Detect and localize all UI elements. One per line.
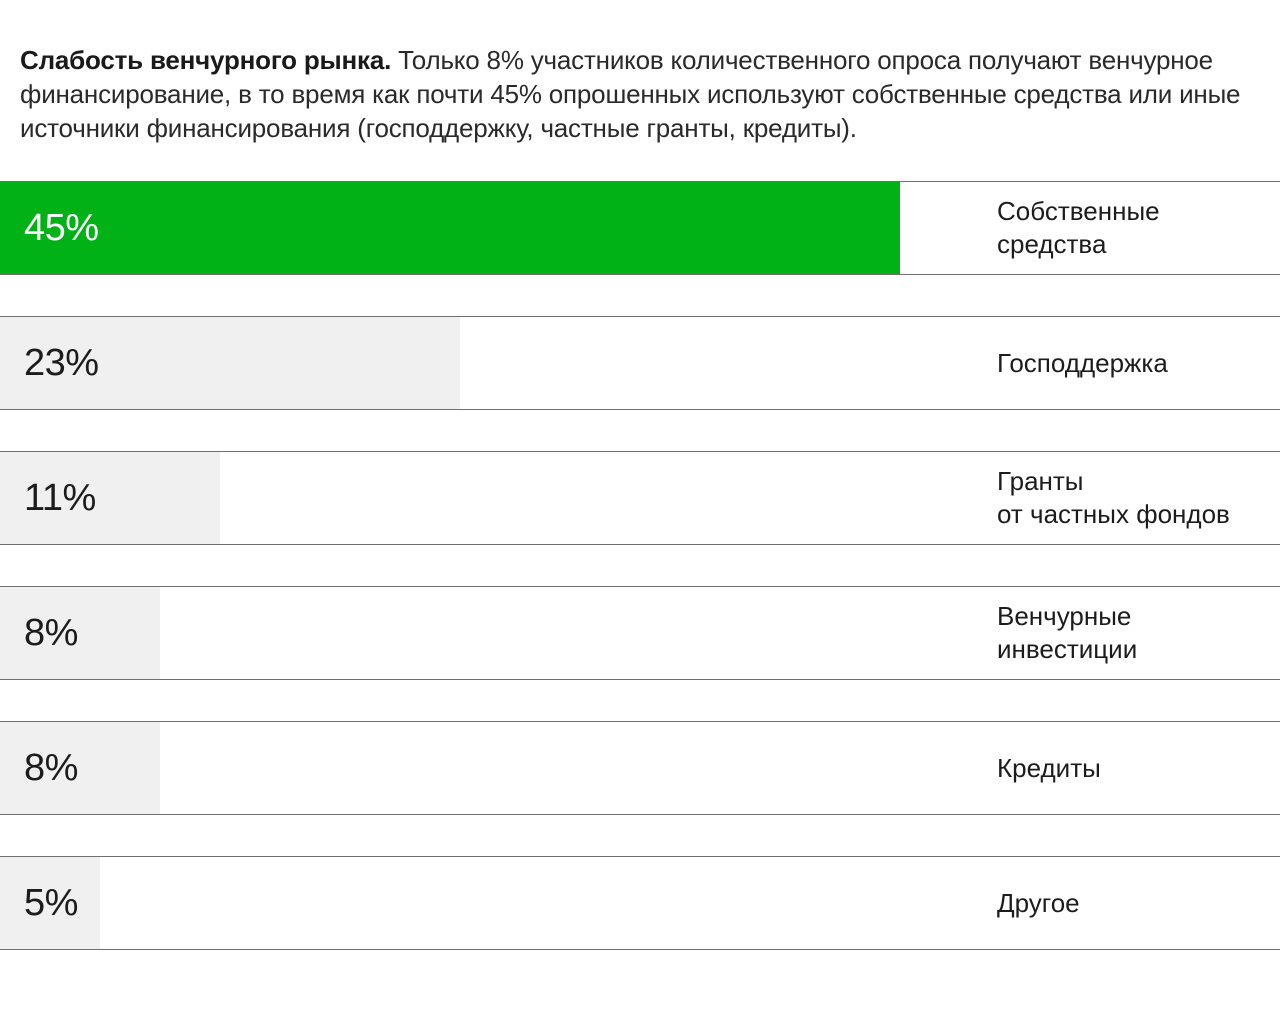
bar-value-label: 23%	[24, 341, 99, 384]
bar-row: 5% Другое	[0, 856, 1280, 950]
bar	[0, 182, 900, 274]
bar-value-label: 11%	[24, 476, 96, 519]
bar	[0, 317, 460, 409]
bar-category-label: Гранты от частных фондов	[997, 466, 1230, 529]
intro-text: Только 8% участников количественного опр…	[20, 45, 1241, 143]
bar-row: 23% Господдержка	[0, 316, 1280, 410]
bar-category-label: Господдержка	[997, 347, 1168, 378]
intro-lead: Слабость венчурного рынка.	[20, 45, 392, 75]
bar-category-label: Собственные средства	[997, 196, 1160, 259]
bar-value-label: 5%	[24, 881, 78, 924]
bar	[0, 722, 160, 814]
intro-paragraph: Слабость венчурного рынка. Только 8% уча…	[20, 43, 1270, 145]
bar-row: 11% Гранты от частных фондов	[0, 451, 1280, 545]
bar-category-label: Другое	[997, 887, 1080, 918]
bar-value-label: 45%	[24, 206, 99, 249]
bar-row: 8% Венчурные инвестиции	[0, 586, 1280, 680]
bar-value-label: 8%	[24, 746, 78, 789]
bar-value-label: 8%	[24, 611, 78, 654]
bar-category-label: Венчурные инвестиции	[997, 601, 1138, 664]
bar-row: 45% Собственные средства	[0, 181, 1280, 275]
bar-row: 8% Кредиты	[0, 721, 1280, 815]
bar-category-label: Кредиты	[997, 752, 1101, 783]
bar	[0, 452, 220, 544]
bar	[0, 587, 160, 679]
bar	[0, 857, 100, 949]
